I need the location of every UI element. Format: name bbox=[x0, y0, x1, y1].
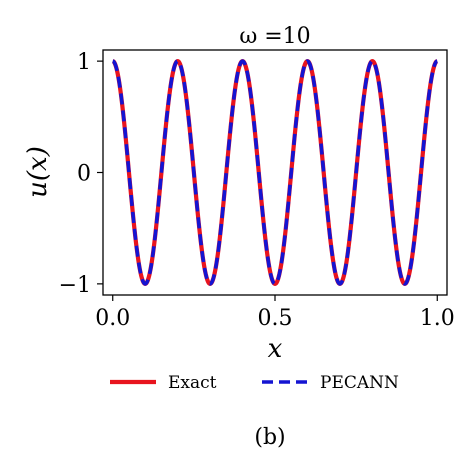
series-line-pecann bbox=[111, 59, 439, 286]
legend: Exact PECANN bbox=[110, 373, 399, 393]
y-tick-label: −1 bbox=[59, 273, 91, 298]
y-axis-label: u(x) bbox=[23, 146, 53, 198]
x-tick-label: 0.0 bbox=[95, 306, 130, 331]
x-tick-label: 0.5 bbox=[258, 306, 293, 331]
chart-title: ω =10 bbox=[239, 24, 310, 49]
legend-label-exact: Exact bbox=[168, 373, 217, 393]
plot-area bbox=[102, 49, 448, 296]
x-axis-label: x bbox=[268, 334, 283, 364]
y-tick-label: 0 bbox=[77, 162, 91, 187]
legend-label-pecann: PECANN bbox=[320, 373, 399, 393]
plot-frame bbox=[102, 49, 448, 296]
series-layer bbox=[111, 59, 439, 286]
x-tick-label: 1.0 bbox=[420, 306, 455, 331]
x-axis: 0.0 0.5 1.0 bbox=[95, 295, 455, 331]
y-axis: 1 0 −1 bbox=[59, 50, 103, 298]
y-tick-label: 1 bbox=[77, 50, 91, 75]
figure-caption: (b) bbox=[254, 425, 285, 450]
